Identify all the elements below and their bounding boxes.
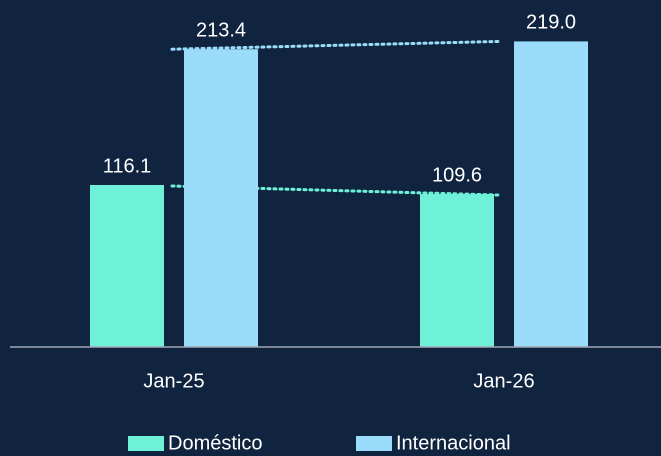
bar — [514, 41, 588, 348]
x-tick-label: Jan-26 — [473, 370, 534, 392]
bar — [90, 184, 164, 347]
value-label: 219.0 — [526, 12, 576, 34]
x-tick-label: Jan-25 — [143, 370, 204, 392]
legend-label: Doméstico — [168, 432, 262, 454]
bar — [420, 194, 494, 347]
value-label: 116.1 — [103, 155, 152, 177]
legend-swatch — [128, 436, 164, 451]
trend-line — [170, 39, 502, 51]
value-label: 109.6 — [432, 164, 482, 186]
legend-label: Internacional — [396, 432, 511, 454]
value-label: 213.4 — [196, 19, 246, 41]
legend-swatch — [356, 436, 392, 451]
bar — [184, 49, 258, 348]
